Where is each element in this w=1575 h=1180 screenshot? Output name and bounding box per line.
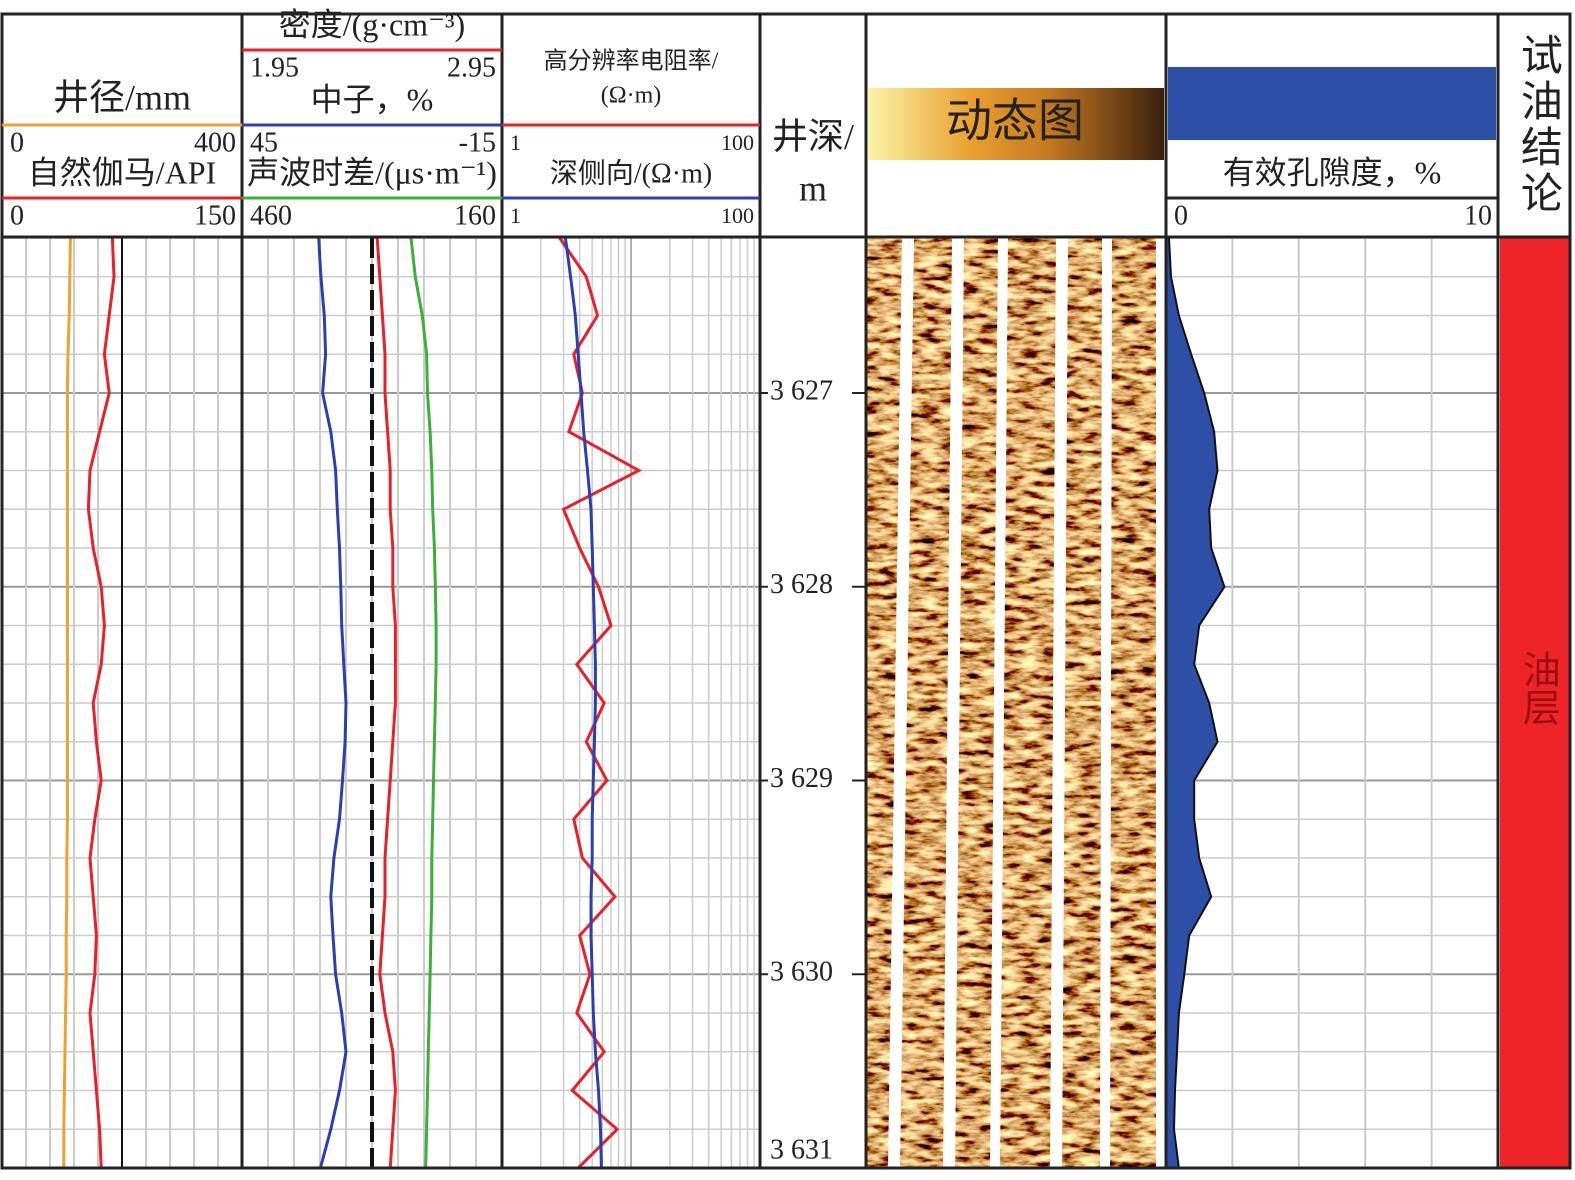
scale-min: 0 [10, 127, 24, 158]
scale-max: 160 [454, 200, 496, 231]
frame [0, 12, 1572, 1170]
scale-min: 0 [10, 200, 24, 231]
scale-max: 2.95 [447, 52, 496, 83]
log-curve [375, 237, 397, 1169]
image-stripes [888, 238, 1166, 1168]
porosity-area [1165, 237, 1226, 1169]
conclusion-title: 试油结论 [1514, 33, 1561, 217]
conclusion-interval [1500, 238, 1570, 1168]
scale-min: 1 [510, 203, 521, 228]
log-curve [563, 237, 603, 1169]
marks [62, 237, 1570, 1170]
grid [2, 237, 1498, 1169]
legend-label: 密度/(g·cm⁻³) [279, 6, 465, 42]
depth-tick-label: 3 631 [770, 1134, 833, 1165]
image-title: 动态图 [946, 96, 1084, 147]
depth-unit: m [799, 168, 827, 208]
image-color-scale [868, 88, 1164, 160]
legend-label: 深侧向/(Ω·m) [550, 157, 712, 189]
scale-min: 1 [510, 130, 521, 155]
scale-max: 100 [721, 203, 754, 228]
depth-tick-label: 3 629 [770, 763, 833, 794]
legend-label: 井径/mm [53, 77, 191, 117]
log-curve [86, 237, 116, 1169]
log-curve [409, 237, 438, 1169]
scale-max: 10 [1464, 200, 1492, 231]
scale-min: 1.95 [250, 52, 299, 83]
depth-tick-label: 3 628 [770, 569, 833, 600]
log-curve [317, 237, 348, 1169]
legend-label: 中子，% [311, 81, 434, 117]
legend-label: 自然伽马/API [28, 154, 216, 190]
legend-label: 声波时差/(μs·m⁻¹) [247, 154, 497, 190]
scale-max: 400 [194, 127, 236, 158]
scale-max: 100 [721, 130, 754, 155]
log-curve [62, 237, 72, 1168]
depth-label: 井深/ [772, 116, 854, 156]
scale-max: -15 [459, 127, 496, 158]
conclusion-label: 油层 [1516, 650, 1559, 726]
depth-tick-label: 3 627 [770, 375, 833, 406]
legend-label: (Ω·m) [601, 83, 661, 109]
depth-tick-label: 3 630 [770, 957, 833, 988]
image-texture [866, 238, 1166, 1168]
scale-min: 460 [250, 200, 292, 231]
legend-label: 高分辨率电阻率/ [544, 48, 719, 75]
scale-max: 150 [194, 200, 236, 231]
legend-label: 有效孔隙度，% [1223, 154, 1442, 190]
scale-min: 0 [1174, 200, 1188, 231]
legend-swatch [1168, 67, 1496, 140]
scale-min: 45 [250, 127, 278, 158]
